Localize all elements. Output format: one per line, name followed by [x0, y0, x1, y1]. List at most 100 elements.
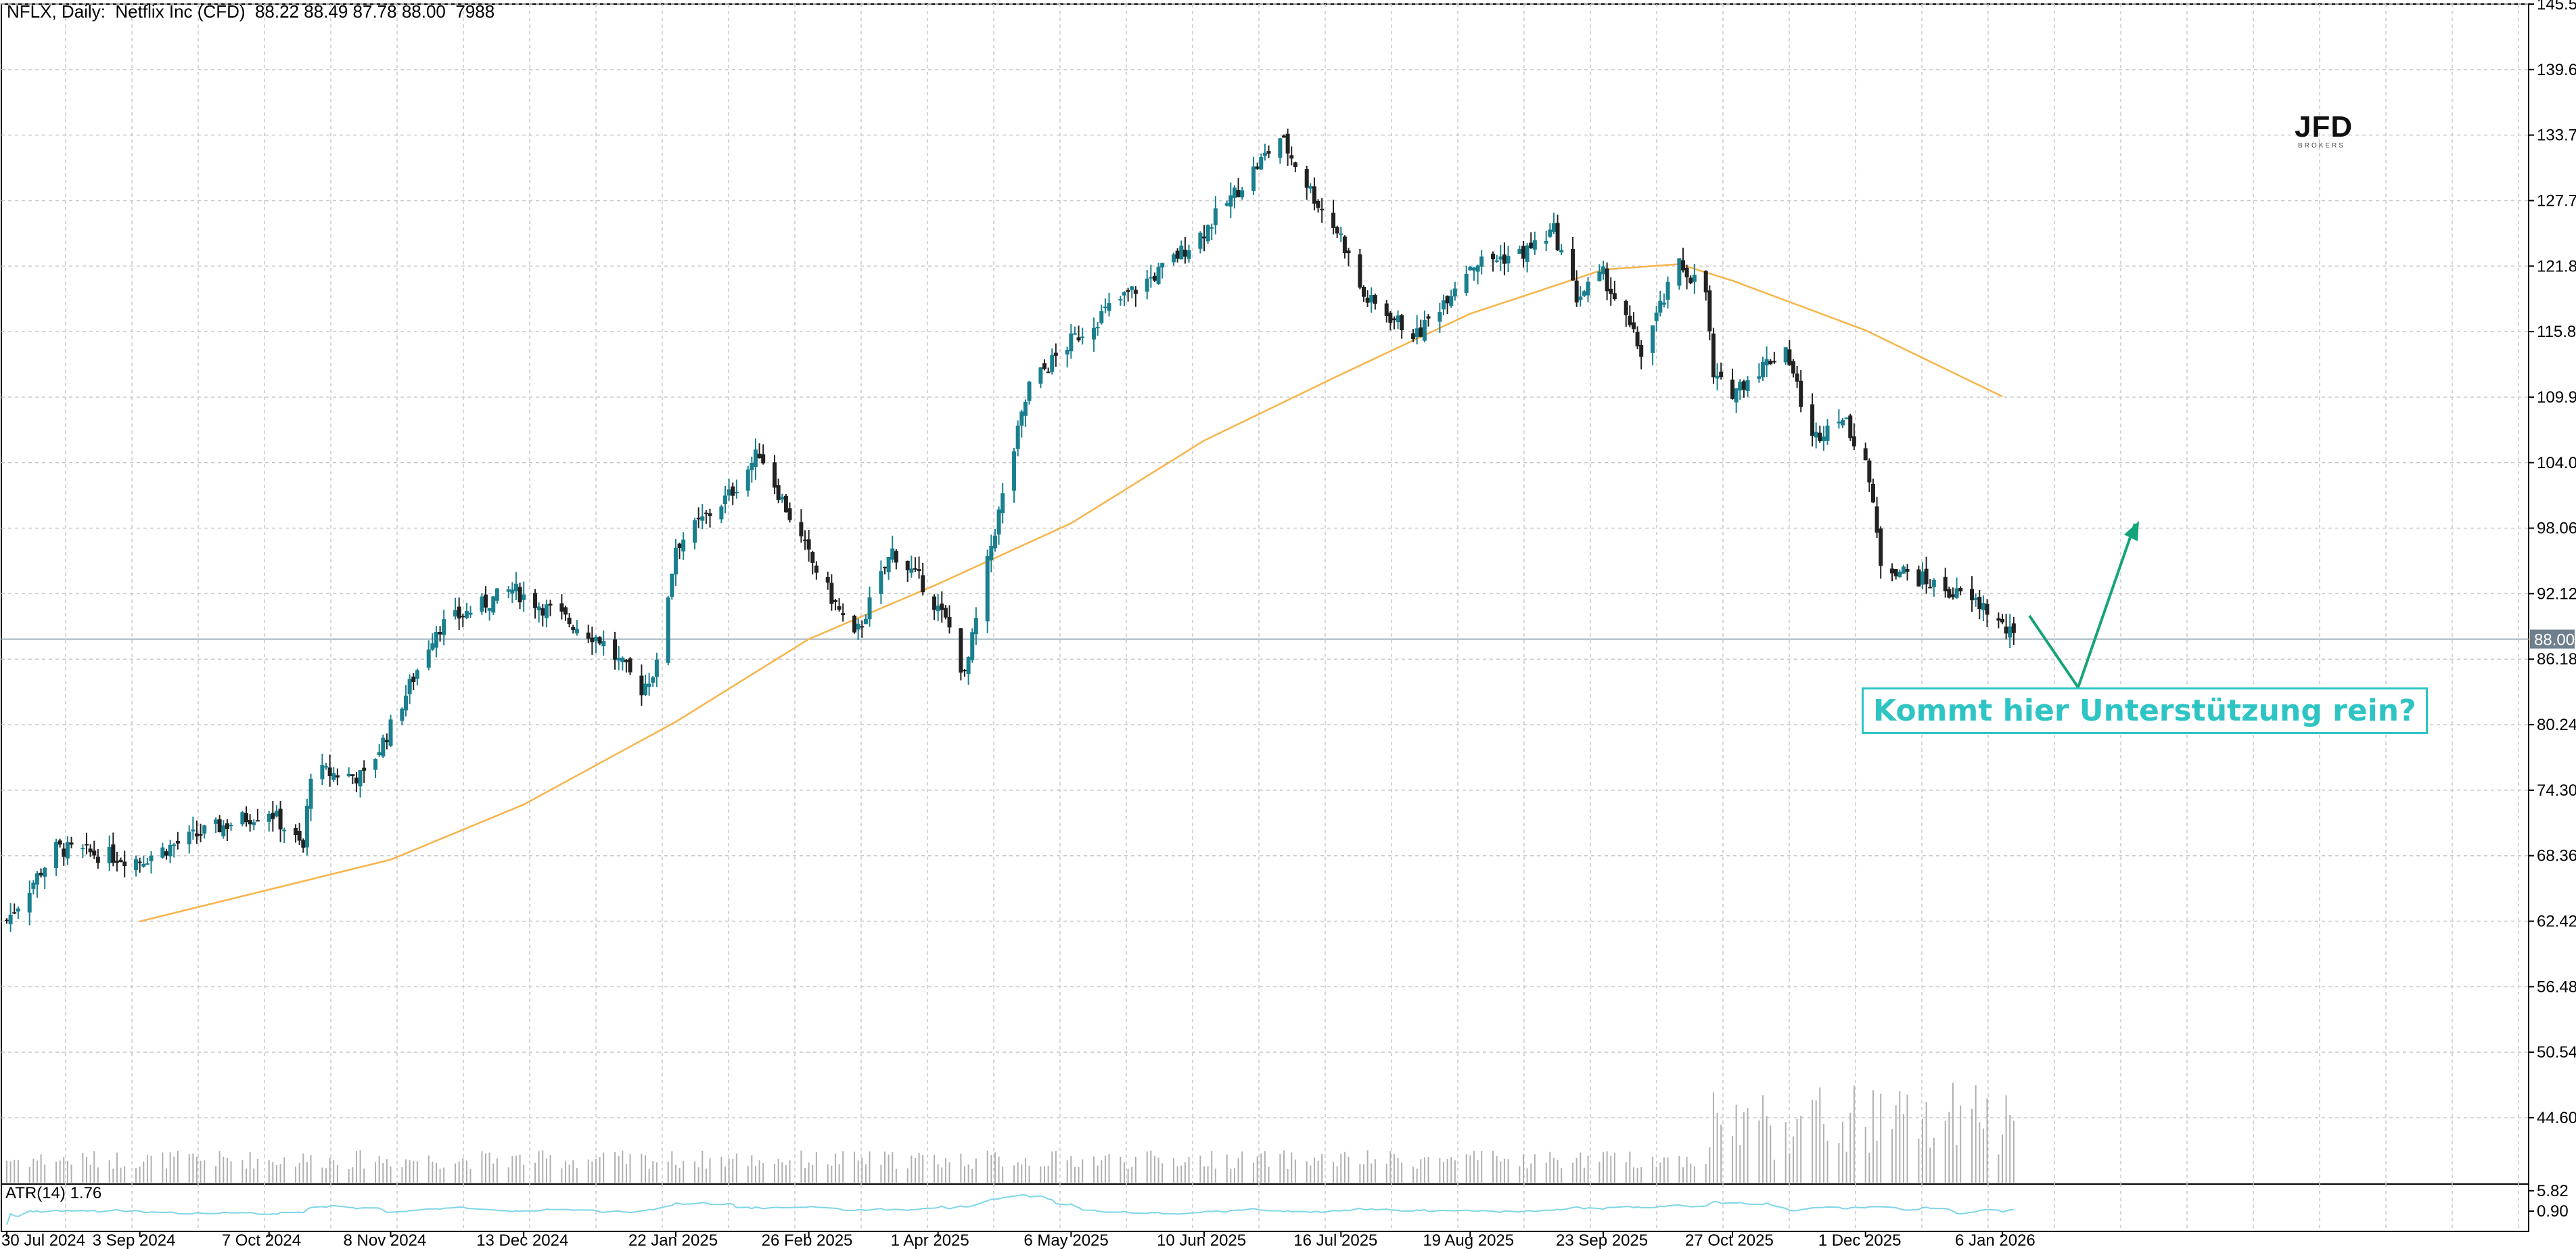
candle-body — [1502, 254, 1506, 264]
candle-body — [430, 643, 435, 650]
candle-body — [1442, 300, 1446, 310]
candle-body — [1449, 296, 1454, 306]
candle-body — [411, 676, 416, 683]
candle-body — [1175, 250, 1180, 259]
candle-body — [1491, 253, 1496, 260]
candle-body — [783, 495, 788, 513]
candle-body — [172, 844, 177, 846]
atr-line — [6, 1194, 2014, 1225]
candle-body — [1874, 506, 1879, 533]
candle-body — [252, 822, 256, 825]
candle-body — [1145, 278, 1149, 292]
x-tick-label: 27 Oct 2025 — [1685, 1231, 1774, 1249]
candle-body — [1426, 316, 1431, 319]
candle-body — [1122, 292, 1126, 296]
support-annotation[interactable]: Kommt hier Unterstützung rein? — [1862, 687, 2428, 734]
candle-body — [1950, 594, 1955, 597]
candle-body — [1187, 250, 1191, 259]
candle-body — [468, 612, 473, 615]
candle-body — [1639, 344, 1644, 357]
candle-body — [244, 813, 248, 823]
x-tick-label: 22 Jan 2025 — [628, 1231, 718, 1249]
candle-body — [936, 606, 940, 612]
candle-body — [1711, 333, 1716, 378]
candle-body — [1076, 337, 1081, 340]
candle-body — [1304, 169, 1309, 188]
candle-body — [681, 539, 686, 552]
y-tick-label: 44.60 — [2537, 1109, 2576, 1127]
candle-body — [1042, 363, 1046, 369]
candle-body — [294, 827, 298, 836]
candle-body — [301, 840, 306, 848]
candle-body — [863, 618, 868, 624]
candle-body — [673, 547, 678, 575]
candle-body — [1335, 227, 1339, 234]
y-tick-label: 62.42 — [2537, 913, 2576, 931]
candle-body — [168, 844, 172, 857]
current-price-tag — [2530, 629, 2575, 649]
candle-body — [373, 758, 378, 770]
candle-body — [1578, 296, 1583, 300]
candle-body — [1278, 138, 1283, 158]
support-arrow-head — [2124, 521, 2139, 541]
x-tick-label: 3 Sep 2024 — [93, 1231, 176, 1249]
candle-body — [358, 769, 363, 787]
candle-body — [118, 859, 123, 862]
support-arrow — [2028, 523, 2136, 691]
candle-body — [202, 825, 207, 834]
candle-body — [1107, 302, 1111, 311]
candle-body — [271, 813, 275, 819]
atr-frame — [1, 1183, 2529, 1232]
y-tick-label: 98.06 — [2537, 520, 2576, 538]
candle-body — [940, 604, 944, 610]
candle-body — [1707, 290, 1712, 332]
candle-body — [628, 658, 632, 673]
candle-body — [1099, 311, 1104, 323]
candle-body — [909, 568, 914, 573]
candle-body — [1103, 306, 1107, 309]
y-tick-label: 104.00 — [2537, 454, 2576, 472]
candle-body — [320, 765, 325, 779]
candle-body — [1015, 426, 1020, 449]
candle-body — [282, 830, 287, 832]
candle-body — [491, 596, 496, 613]
candle-body — [111, 844, 116, 863]
candle-body — [1681, 260, 1685, 271]
instrument: Netflix Inc (CFD) — [115, 1, 246, 22]
candle-body — [1320, 208, 1325, 210]
candle-body — [1879, 528, 1883, 566]
candle-body — [1331, 212, 1336, 228]
candle-body — [1905, 569, 1910, 572]
candle-body — [346, 773, 351, 777]
candle-body — [12, 912, 17, 914]
candle-body — [651, 677, 656, 683]
candle-body — [1609, 288, 1613, 294]
candle-body — [327, 767, 332, 776]
candle-body — [1232, 187, 1237, 198]
candle-body — [1555, 223, 1560, 250]
candle-body — [564, 607, 568, 615]
y-tick-label: 50.54 — [2537, 1043, 2576, 1062]
candle-body — [95, 857, 100, 863]
candle-body — [62, 848, 66, 857]
candle-body — [1069, 333, 1074, 352]
symbol: NFLX — [7, 1, 52, 22]
candle-body — [959, 628, 963, 673]
candle-body — [670, 573, 674, 597]
candle-body — [1251, 166, 1256, 191]
candle-body — [799, 522, 804, 537]
candle-body — [1517, 249, 1522, 254]
candle-body — [1814, 432, 1818, 438]
candle-body — [544, 604, 549, 618]
candle-body — [1414, 328, 1419, 338]
candle-body — [1126, 290, 1130, 292]
candle-body — [453, 610, 458, 617]
candle-body — [354, 777, 359, 784]
x-tick-label: 23 Sep 2025 — [1556, 1231, 1648, 1249]
candle-body — [1973, 597, 1978, 600]
candle-body — [487, 608, 492, 611]
candle-body — [495, 588, 499, 601]
candle-body — [1362, 287, 1366, 297]
candle-body — [388, 719, 393, 746]
